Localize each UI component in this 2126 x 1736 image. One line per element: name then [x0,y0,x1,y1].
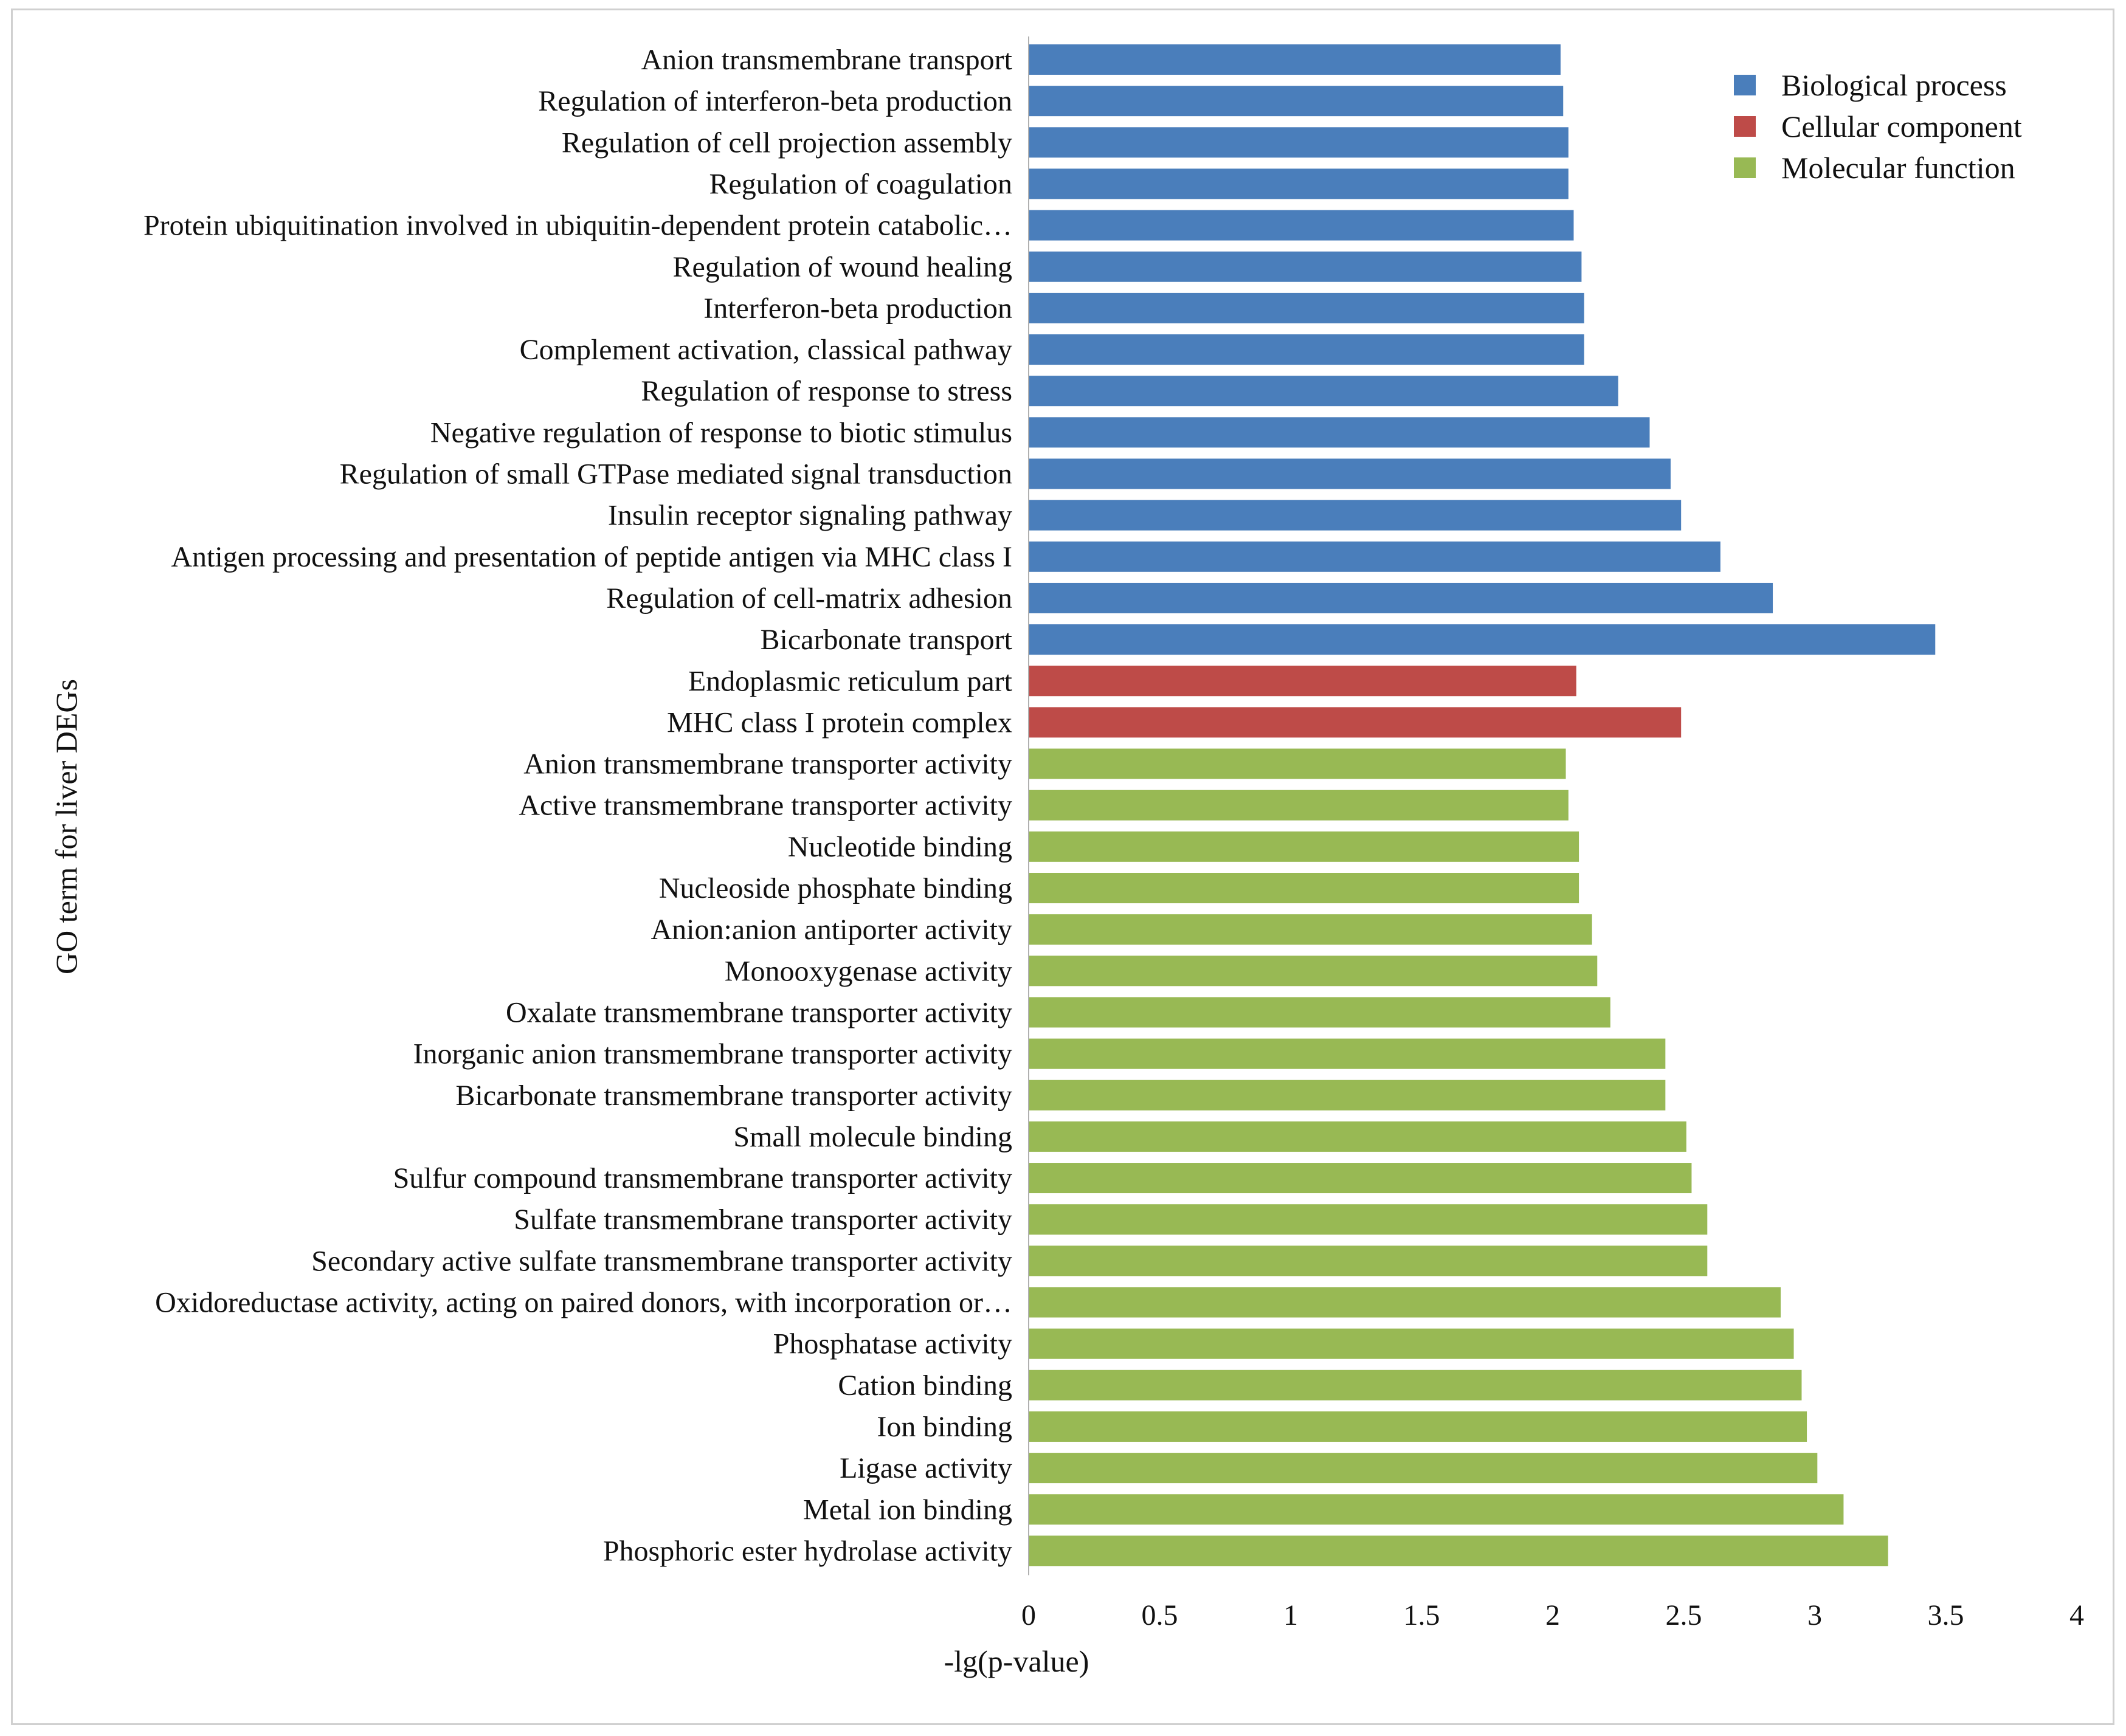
bar [1029,44,1561,75]
category-label: Protein ubiquitination involved in ubiqu… [143,210,1012,242]
category-label: MHC class I protein complex [667,706,1012,739]
bar [1029,1535,1888,1566]
category-label: Negative regulation of response to bioti… [430,416,1012,449]
bar [1029,500,1682,531]
category-label: Nucleotide binding [788,831,1012,863]
category-label: Complement activation, classical pathway [520,334,1012,366]
bar [1029,1411,1807,1442]
bar [1029,1369,1802,1400]
bar [1029,1204,1708,1235]
legend-swatch [1734,157,1756,178]
x-tick-label: 2 [1545,1599,1560,1631]
bar [1029,624,1936,655]
category-label: Interferon-beta production [703,292,1012,325]
bar [1029,582,1773,613]
bar [1029,168,1569,199]
bar [1029,707,1682,738]
legend-swatch [1734,75,1756,95]
bar [1029,914,1592,945]
x-tick-label: 2.5 [1666,1599,1702,1631]
bar [1029,873,1579,903]
y-axis-title: GO term for liver DEGs [49,679,83,974]
legend-label: Biological process [1781,68,2007,102]
category-label: Small molecule binding [733,1121,1012,1153]
bar [1029,831,1579,862]
bar [1029,210,1574,241]
category-label: Regulation of coagulation [709,168,1012,200]
category-label: Ion binding [877,1411,1012,1443]
category-labels: Anion transmembrane transport Regulation … [143,44,1013,1567]
bar [1029,997,1610,1028]
category-label: Oxidoreductase activity, acting on paire… [155,1287,1012,1319]
category-label: Regulation of cell projection assembly [562,126,1012,159]
category-label: Secondary active sulfate transmembrane t… [311,1245,1012,1277]
bars-layer [1029,44,1936,1566]
category-label: Ligase activity [840,1452,1012,1484]
bar [1029,1163,1692,1194]
bar [1029,86,1564,117]
category-label: Monooxygenase activity [725,955,1012,987]
x-tick-label: 1.5 [1404,1599,1440,1631]
category-label: Bicarbonate transmembrane transporter ac… [455,1080,1012,1112]
bar [1029,1038,1666,1069]
bar [1029,748,1566,779]
category-label: Nucleoside phosphate binding [659,872,1012,904]
category-label: Regulation of small GTPase mediated sign… [340,458,1012,491]
x-axis-title: -lg(p-value) [944,1644,1089,1678]
category-label: Active transmembrane transporter activit… [519,790,1012,822]
legend-swatch [1734,116,1756,137]
category-label: Phosphoric ester hydrolase activity [603,1535,1012,1567]
x-tick-label: 3.5 [1928,1599,1964,1631]
category-label: Phosphatase activity [773,1328,1012,1360]
x-tick-label: 0.5 [1142,1599,1178,1631]
category-label: Endoplasmic reticulum part [688,665,1013,697]
category-label: Anion:anion antiporter activity [651,914,1012,946]
legend-label: Molecular function [1781,151,2015,185]
legend: Biological process Cellular component Mole… [1734,68,2022,185]
x-tick-label: 0 [1021,1599,1036,1631]
category-label: Antigen processing and presentation of p… [171,541,1012,573]
x-tick-label: 3 [1807,1599,1822,1631]
bar [1029,1245,1708,1276]
category-label: Sulfur compound transmembrane transporte… [393,1162,1012,1194]
bar [1029,292,1584,323]
bar [1029,1080,1666,1111]
category-label: Inorganic anion transmembrane transporte… [413,1038,1012,1070]
category-label: Regulation of interferon-beta production [538,85,1012,117]
legend-label: Cellular component [1781,109,2022,143]
bar [1029,251,1582,282]
bar [1029,458,1671,489]
category-label: Regulation of response to stress [641,375,1012,407]
bar [1029,376,1618,407]
category-label: Sulfate transmembrane transporter activi… [514,1204,1012,1236]
category-label: Regulation of wound healing [672,251,1012,283]
bar [1029,1287,1781,1318]
bar [1029,417,1650,448]
bar [1029,956,1598,987]
category-label: Oxalate transmembrane transporter activi… [506,996,1012,1028]
bar [1029,334,1584,365]
bar [1029,1494,1844,1525]
category-label: Bicarbonate transport [760,624,1012,656]
bar [1029,666,1576,697]
category-label: Anion transmembrane transporter activity [523,748,1012,780]
bar [1029,1453,1818,1484]
x-axis: 0 0.5 1 1.5 2 2.5 3 3.5 4 [1021,36,2084,1631]
bar [1029,127,1569,158]
category-label: Cation binding [838,1369,1012,1402]
bar [1029,1121,1686,1152]
bar [1029,790,1569,821]
category-label: Anion transmembrane transport [641,44,1013,76]
category-label: Metal ion binding [803,1493,1012,1526]
bar [1029,541,1720,572]
x-tick-label: 4 [2069,1599,2084,1631]
x-tick-label: 1 [1283,1599,1298,1631]
category-label: Insulin receptor signaling pathway [608,500,1012,532]
bar [1029,1328,1794,1359]
category-label: Regulation of cell-matrix adhesion [606,582,1012,615]
